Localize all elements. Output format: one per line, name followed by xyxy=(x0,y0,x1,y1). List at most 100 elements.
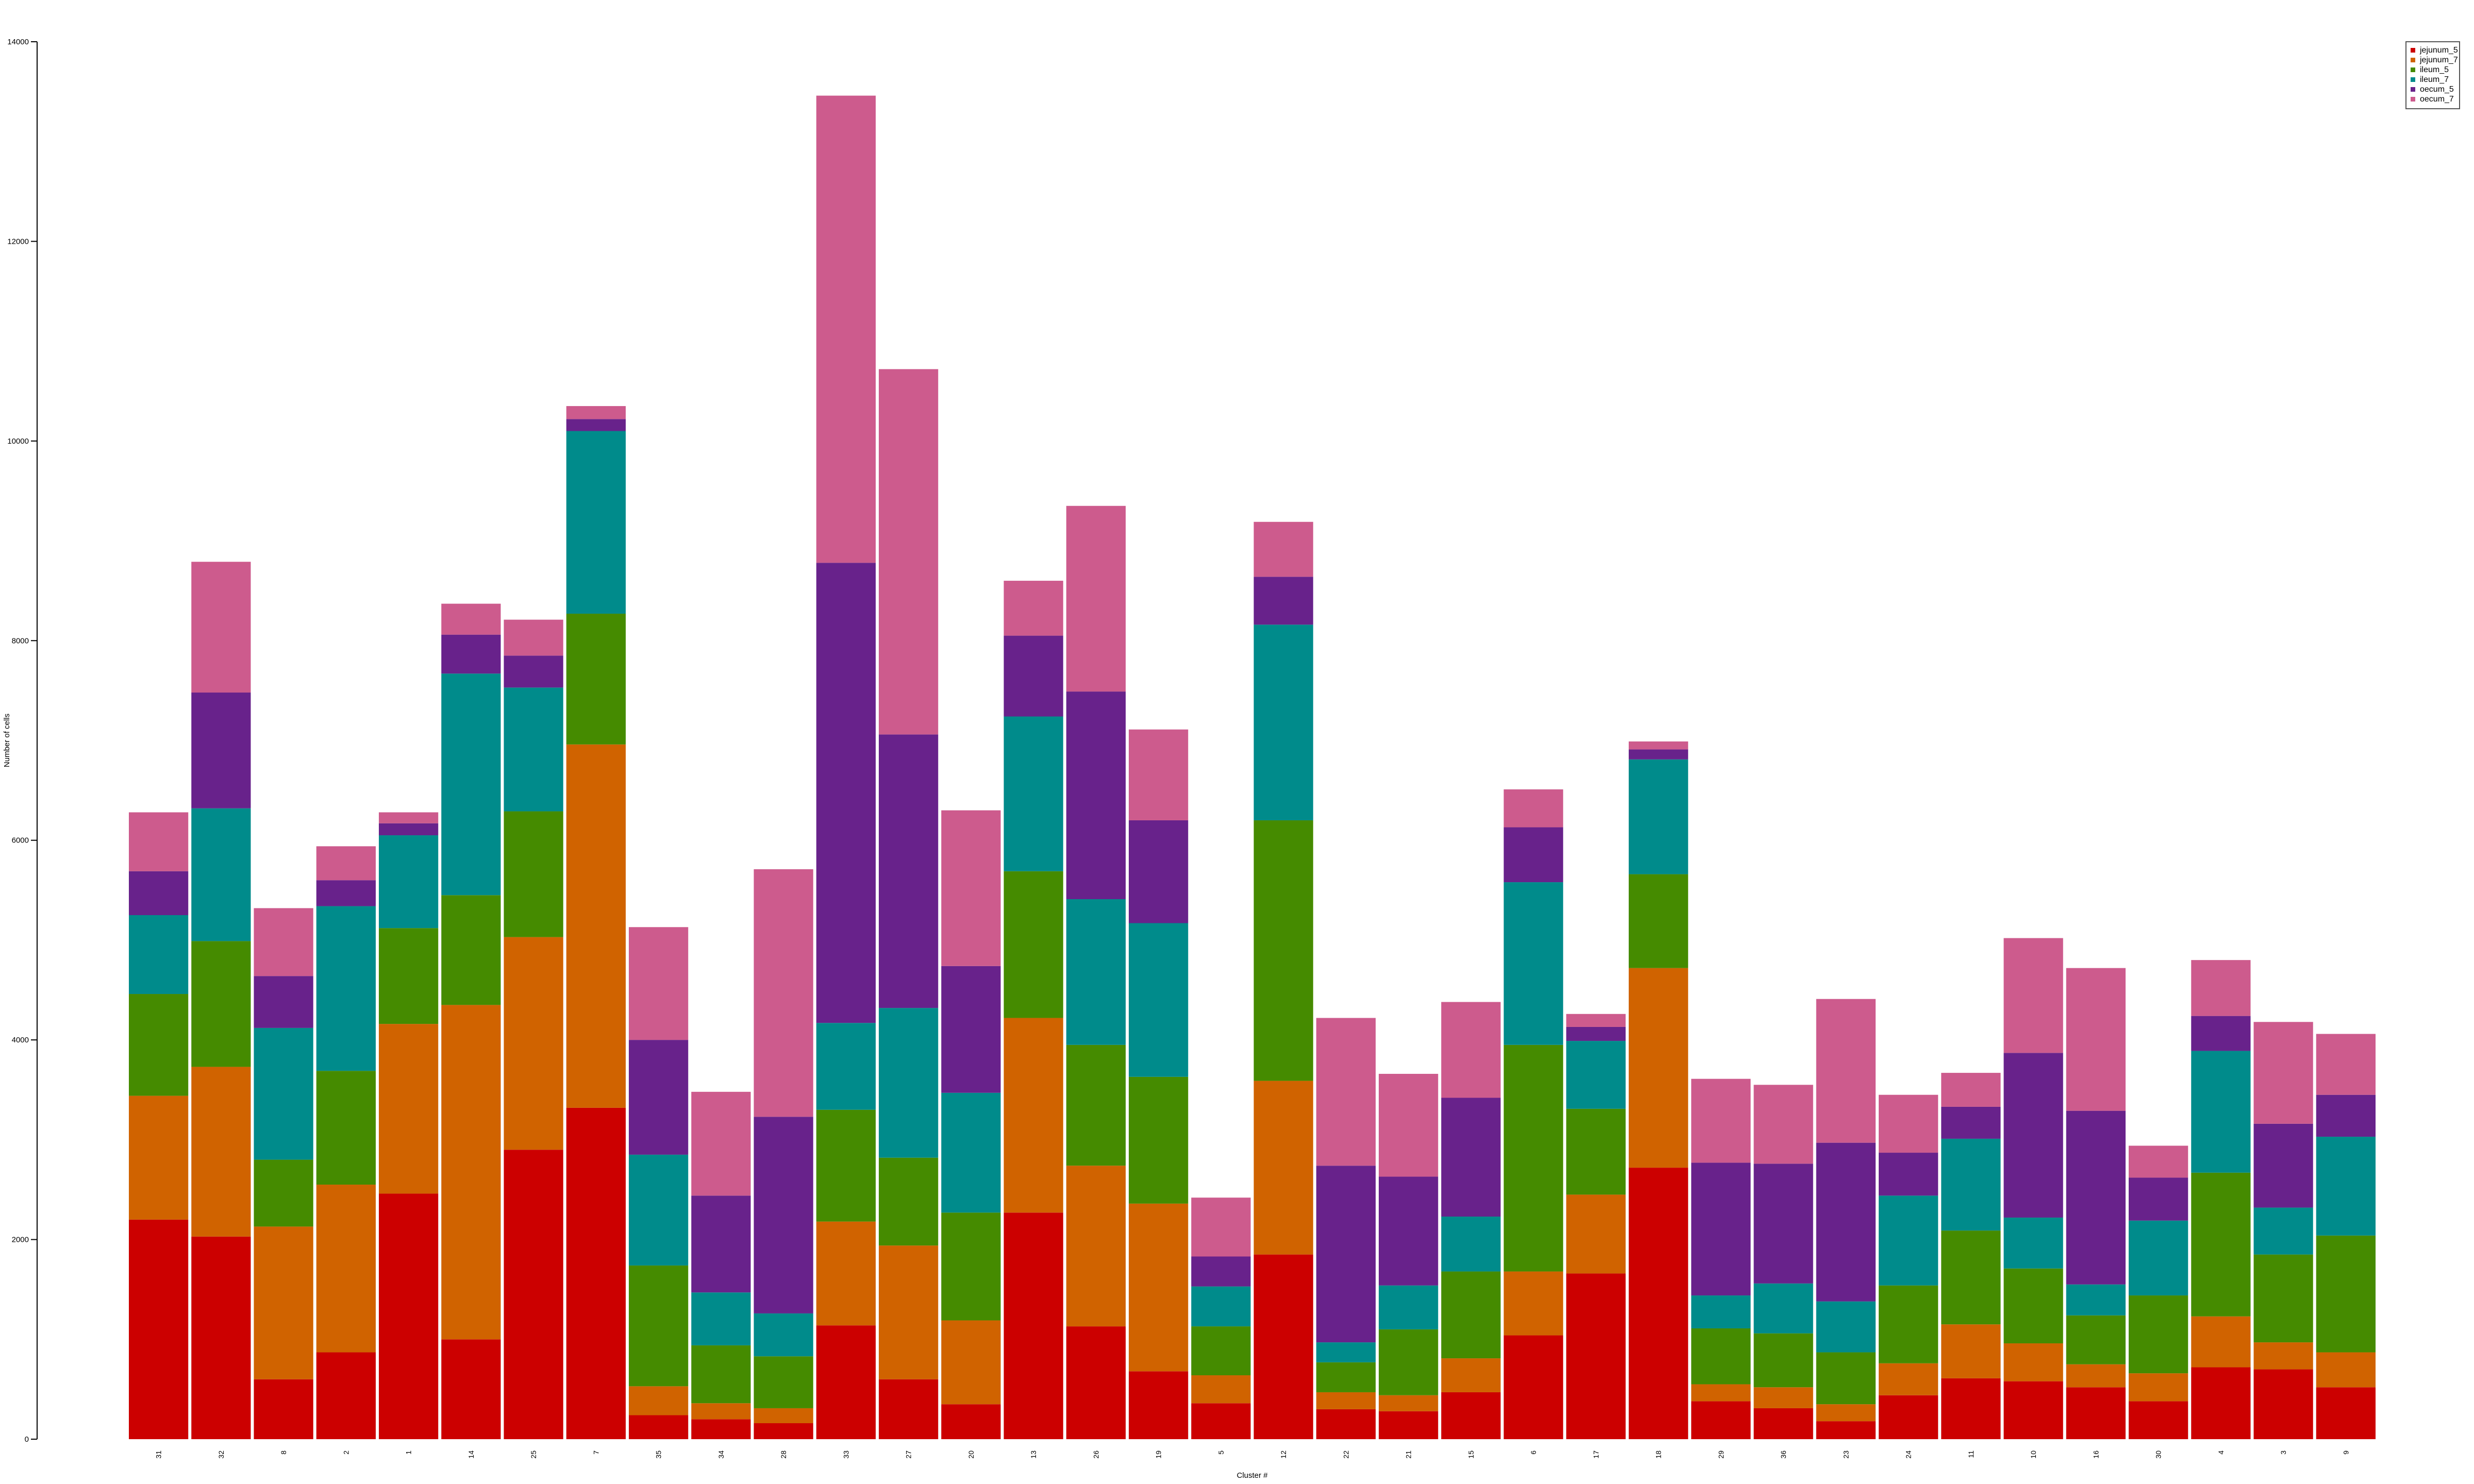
legend-label: jejunum_5 xyxy=(2420,46,2458,55)
bar-segment-2-ileum_5 xyxy=(316,1071,376,1185)
bar-segment-2-ileum_7 xyxy=(316,906,376,1071)
bar-segment-16-oecum_5 xyxy=(2066,1110,2126,1285)
bar-segment-28-jejunum_7 xyxy=(754,1408,813,1424)
bar-segment-12-jejunum_5 xyxy=(1253,1254,1313,1439)
bar-segment-4-ileum_5 xyxy=(2191,1172,2251,1317)
bar-segment-6-jejunum_7 xyxy=(1503,1271,1563,1336)
bar-segment-10-jejunum_5 xyxy=(2003,1381,2063,1439)
x-tick-label: 3 xyxy=(2279,1451,2287,1455)
bar-segment-28-ileum_7 xyxy=(754,1313,813,1357)
bar-segment-24-jejunum_7 xyxy=(1879,1363,1938,1395)
bar-segment-21-jejunum_7 xyxy=(1379,1395,1439,1411)
x-tick-label: 33 xyxy=(842,1451,850,1459)
bar-segment-19-jejunum_7 xyxy=(1129,1203,1189,1372)
x-tick-label: 34 xyxy=(717,1451,725,1459)
x-tick-label: 27 xyxy=(905,1451,913,1459)
bar-segment-11-oecum_5 xyxy=(1941,1106,2001,1139)
bar-segment-30-jejunum_7 xyxy=(2129,1373,2188,1402)
bar-segment-3-ileum_7 xyxy=(2253,1207,2313,1255)
bar-segment-6-ileum_5 xyxy=(1503,1044,1563,1272)
x-tick-label: 7 xyxy=(592,1451,600,1455)
bar-segment-13-jejunum_7 xyxy=(1004,1018,1063,1213)
bar-segment-3-ileum_5 xyxy=(2253,1254,2313,1343)
x-tick-label: 4 xyxy=(2217,1451,2225,1455)
bar-segment-22-ileum_5 xyxy=(1316,1362,1376,1392)
bar-segment-12-jejunum_7 xyxy=(1253,1081,1313,1255)
bar-segment-24-ileum_5 xyxy=(1879,1285,1938,1363)
bar-segment-1-ileum_7 xyxy=(379,835,439,929)
x-tick-label: 12 xyxy=(1279,1451,1288,1459)
bar-segment-14-ileum_5 xyxy=(441,895,501,1005)
y-tick-label: 6000 xyxy=(12,836,29,845)
bar-segment-32-ileum_5 xyxy=(191,941,251,1067)
bar-segment-8-jejunum_7 xyxy=(254,1226,313,1379)
bar-segment-5-oecum_5 xyxy=(1191,1256,1251,1287)
bar-segment-26-oecum_5 xyxy=(1066,692,1126,900)
bar-segment-3-oecum_7 xyxy=(2253,1022,2313,1124)
bar-segment-29-jejunum_7 xyxy=(1691,1384,1751,1402)
bar-segment-23-ileum_5 xyxy=(1816,1352,1876,1405)
x-tick-label: 16 xyxy=(2092,1451,2100,1459)
bar-segment-6-jejunum_5 xyxy=(1503,1335,1563,1439)
x-tick-label: 24 xyxy=(1904,1451,1913,1459)
bar-segment-19-oecum_5 xyxy=(1129,820,1189,923)
bar-segment-31-oecum_5 xyxy=(129,871,189,915)
bar-segment-26-ileum_7 xyxy=(1066,899,1126,1045)
bar-segment-30-jejunum_5 xyxy=(2129,1401,2188,1439)
bar-segment-31-ileum_7 xyxy=(129,915,189,994)
y-tick-label: 14000 xyxy=(7,38,29,46)
bar-segment-7-oecum_7 xyxy=(566,406,626,419)
bar-segment-16-jejunum_7 xyxy=(2066,1364,2126,1388)
bar-segment-14-jejunum_5 xyxy=(441,1339,501,1439)
x-tick-label: 19 xyxy=(1155,1451,1163,1459)
x-tick-label: 1 xyxy=(405,1451,413,1455)
legend-label: jejunum_7 xyxy=(2420,56,2458,64)
bar-segment-1-oecum_5 xyxy=(379,823,439,836)
bar-segment-3-oecum_5 xyxy=(2253,1123,2313,1208)
bar-segment-14-oecum_5 xyxy=(441,634,501,674)
legend-swatch xyxy=(2411,97,2415,102)
legend-label: oecum_5 xyxy=(2420,85,2454,94)
bar-segment-21-jejunum_5 xyxy=(1379,1411,1439,1439)
bar-segment-20-ileum_5 xyxy=(941,1212,1001,1321)
bar-segment-30-oecum_5 xyxy=(2129,1177,2188,1221)
x-tick-label: 30 xyxy=(2154,1451,2163,1459)
bar-segment-32-oecum_7 xyxy=(191,562,251,693)
bar-segment-18-oecum_5 xyxy=(1629,749,1689,760)
bar-segment-22-jejunum_7 xyxy=(1316,1392,1376,1409)
bar-segment-25-jejunum_5 xyxy=(504,1150,563,1439)
bar-segment-20-ileum_7 xyxy=(941,1092,1001,1213)
bar-segment-12-oecum_5 xyxy=(1253,577,1313,625)
bars-layer xyxy=(129,95,2376,1439)
legend-label: ileum_7 xyxy=(2420,75,2449,84)
bar-segment-24-oecum_5 xyxy=(1879,1153,1938,1196)
bar-segment-28-oecum_7 xyxy=(754,869,813,1117)
bar-segment-29-ileum_7 xyxy=(1691,1295,1751,1328)
bar-segment-11-oecum_7 xyxy=(1941,1073,2001,1107)
bar-segment-33-oecum_5 xyxy=(816,563,876,1023)
bar-segment-26-oecum_7 xyxy=(1066,505,1126,692)
bar-segment-32-jejunum_7 xyxy=(191,1067,251,1237)
bar-segment-16-ileum_5 xyxy=(2066,1315,2126,1364)
legend-swatch xyxy=(2411,87,2415,92)
x-tick-label: 17 xyxy=(1592,1451,1600,1459)
bar-segment-29-oecum_5 xyxy=(1691,1162,1751,1296)
bar-segment-27-oecum_7 xyxy=(879,369,939,735)
bar-segment-15-jejunum_7 xyxy=(1441,1358,1501,1392)
bar-segment-31-jejunum_5 xyxy=(129,1219,189,1439)
bar-segment-18-ileum_5 xyxy=(1629,874,1689,968)
bar-segment-29-oecum_7 xyxy=(1691,1078,1751,1163)
bar-segment-34-oecum_7 xyxy=(691,1091,751,1196)
bar-segment-7-ileum_5 xyxy=(566,613,626,745)
bar-segment-34-jejunum_5 xyxy=(691,1419,751,1439)
bar-segment-13-ileum_7 xyxy=(1004,716,1063,871)
bar-segment-9-jejunum_5 xyxy=(2316,1387,2376,1439)
bar-segment-13-oecum_7 xyxy=(1004,581,1063,636)
bar-segment-20-oecum_7 xyxy=(941,810,1001,966)
bar-segment-23-jejunum_5 xyxy=(1816,1421,1876,1439)
bar-segment-34-ileum_5 xyxy=(691,1345,751,1404)
y-tick-label: 4000 xyxy=(12,1036,29,1044)
bar-segment-8-jejunum_5 xyxy=(254,1379,313,1439)
bar-segment-15-oecum_5 xyxy=(1441,1098,1501,1217)
x-tick-label: 31 xyxy=(155,1451,163,1459)
